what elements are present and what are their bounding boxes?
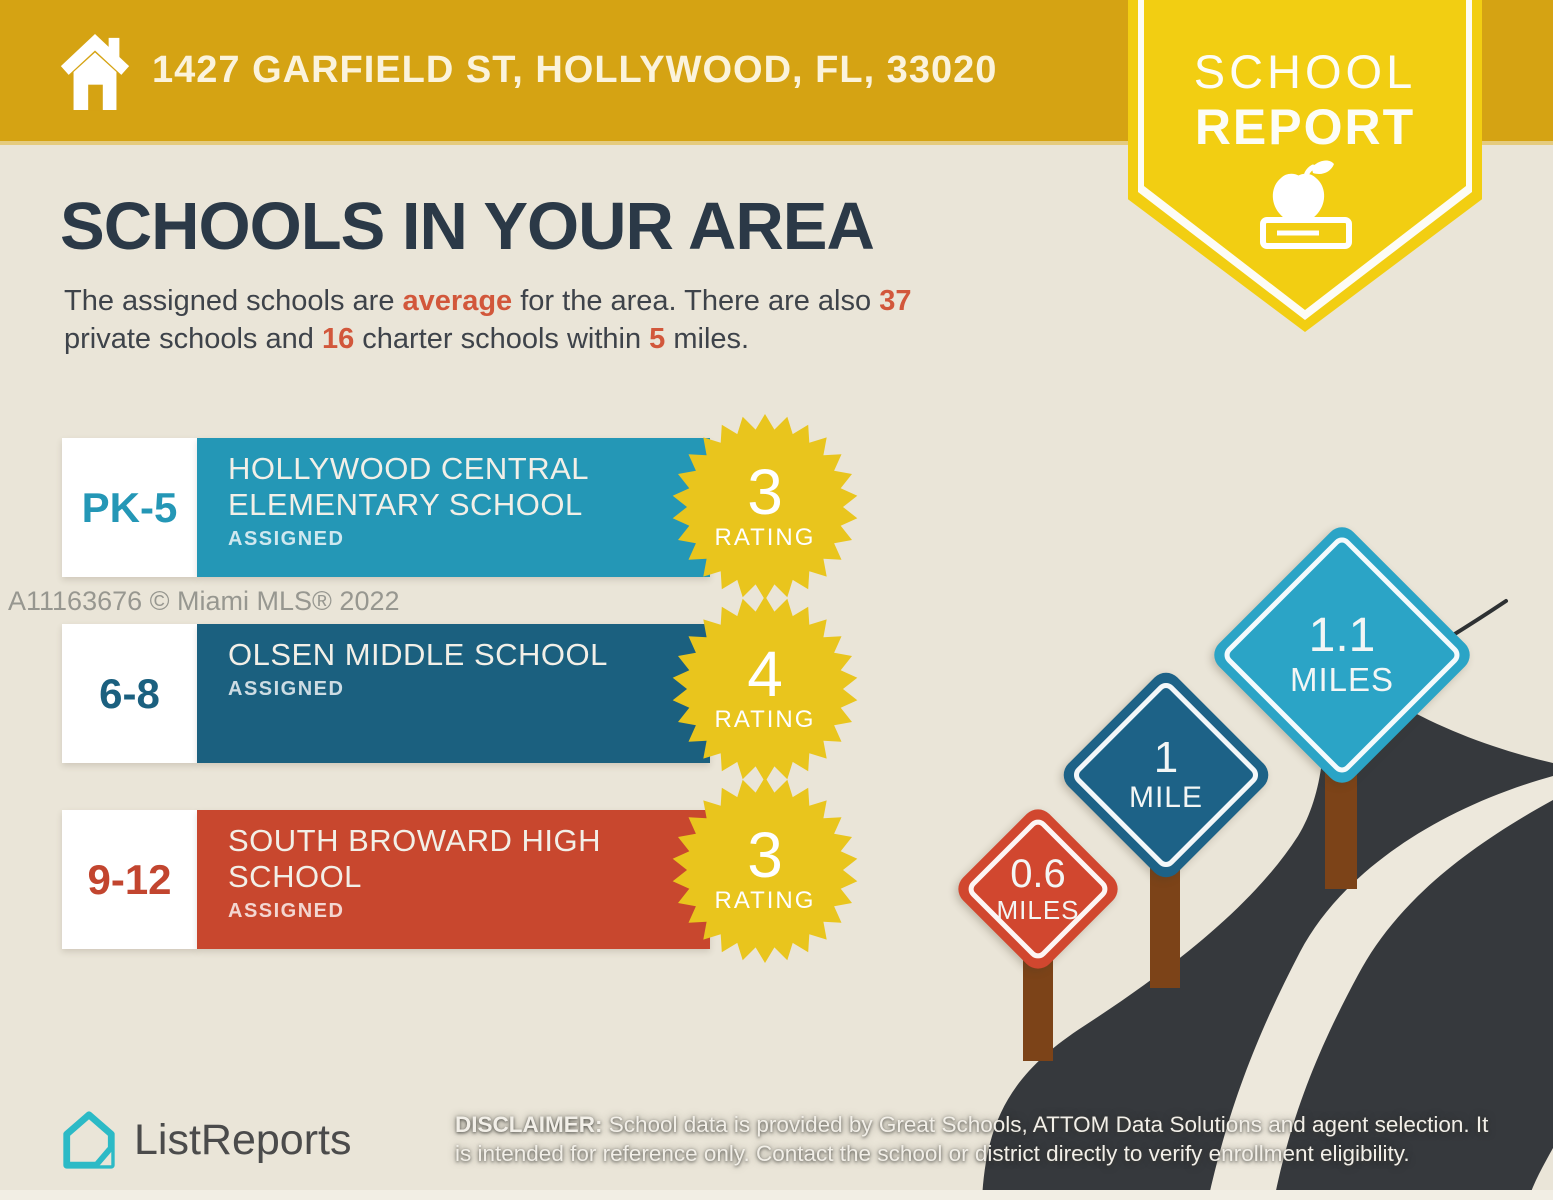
rating-label: RATING [714, 706, 816, 733]
intro-highlight-charter-count: 16 [321, 323, 355, 355]
distance-value: 1.1 [1308, 609, 1376, 662]
distance-unit: MILES [1289, 661, 1395, 698]
intro-highlight-radius: 5 [649, 323, 666, 355]
rating-value: 3 [747, 819, 783, 891]
rating-label: RATING [714, 524, 816, 551]
road-surface [982, 648, 1553, 1200]
school-row-middle: 6-8 OLSEN MIDDLE SCHOOL ASSIGNED [62, 624, 710, 763]
distance-sign-middle-school: 1 MILE [1057, 666, 1275, 884]
school-bar: OLSEN MIDDLE SCHOOL ASSIGNED [197, 624, 710, 763]
badge-title-school: SCHOOL [1193, 45, 1417, 98]
starburst-shape [672, 414, 858, 600]
rating-starburst-elementary: 3 RATING [665, 407, 865, 607]
property-address: 1427 GARFIELD ST, HOLLYWOOD, FL, 33020 [152, 49, 998, 91]
rating-value: 3 [747, 456, 783, 528]
bottom-edge-strip [0, 1190, 1553, 1200]
distance-sign-elementary-school: 1.1 MILES [1207, 520, 1477, 790]
distance-value: 0.6 [1010, 851, 1066, 896]
distance-sign-high-school: 0.6 MILES [951, 802, 1125, 976]
intro-text: charter schools within [354, 323, 650, 355]
grade-range-badge: 9-12 [62, 810, 197, 949]
school-row-high: 9-12 SOUTH BROWARD HIGH SCHOOL ASSIGNED [62, 810, 710, 949]
school-status: ASSIGNED [228, 528, 345, 550]
school-report-badge: SCHOOL REPORT [1128, 0, 1482, 332]
listreports-wordmark: ListReports [134, 1115, 352, 1164]
mls-watermark: A11163676 © Miami MLS® 2022 [8, 586, 400, 616]
school-row-elementary: PK-5 HOLLYWOOD CENTRAL ELEMENTARY SCHOOL… [62, 438, 710, 577]
home-icon [60, 33, 130, 111]
school-name-line: OLSEN MIDDLE SCHOOL [228, 637, 608, 672]
rating-starburst-middle: 4 RATING [665, 589, 865, 789]
school-bar: HOLLYWOOD CENTRAL ELEMENTARY SCHOOL ASSI… [197, 438, 710, 577]
grade-range-badge: 6-8 [62, 624, 197, 763]
starburst-shape [672, 596, 858, 782]
distance-unit: MILE [1128, 781, 1204, 814]
disclaimer-label: DISCLAIMER: [455, 1112, 603, 1137]
disclaimer-body: School data is provided by Great Schools… [455, 1112, 1489, 1166]
school-name-line: SOUTH BROWARD HIGH [228, 823, 601, 858]
intro-text: miles. [665, 323, 750, 355]
intro-text: private schools and [64, 323, 322, 355]
listreports-logo: ListReports [58, 1108, 351, 1172]
school-status: ASSIGNED [228, 678, 345, 700]
school-name-line: ELEMENTARY SCHOOL [228, 487, 583, 522]
rating-value: 4 [747, 638, 783, 710]
badge-title-report: REPORT [1194, 99, 1416, 155]
rating-starburst-high: 3 RATING [665, 770, 865, 970]
disclaimer-text: DISCLAIMER: School data is provided by G… [455, 1110, 1495, 1168]
road-lane-line [1208, 776, 1553, 1200]
intro-highlight-average: average [402, 285, 513, 317]
grade-range-badge: PK-5 [62, 438, 197, 577]
distance-value: 1 [1153, 733, 1179, 782]
intro-text: The assigned schools are [64, 285, 403, 317]
intro-text: for the area. There are also [512, 285, 880, 317]
page-title: SCHOOLS IN YOUR AREA [60, 189, 875, 264]
starburst-shape [672, 777, 858, 963]
school-name-line: HOLLYWOOD CENTRAL [228, 451, 590, 486]
school-name-line: SCHOOL [228, 859, 362, 894]
apple-on-book-icon [1260, 160, 1352, 249]
intro-highlight-private-count: 37 [879, 285, 912, 317]
rating-label: RATING [714, 887, 816, 914]
distance-unit: MILES [996, 894, 1080, 925]
intro-paragraph: The assigned schools are average for the… [64, 282, 1094, 358]
school-bar: SOUTH BROWARD HIGH SCHOOL ASSIGNED [197, 810, 710, 949]
school-status: ASSIGNED [228, 900, 345, 922]
listreports-house-icon [63, 1111, 115, 1169]
